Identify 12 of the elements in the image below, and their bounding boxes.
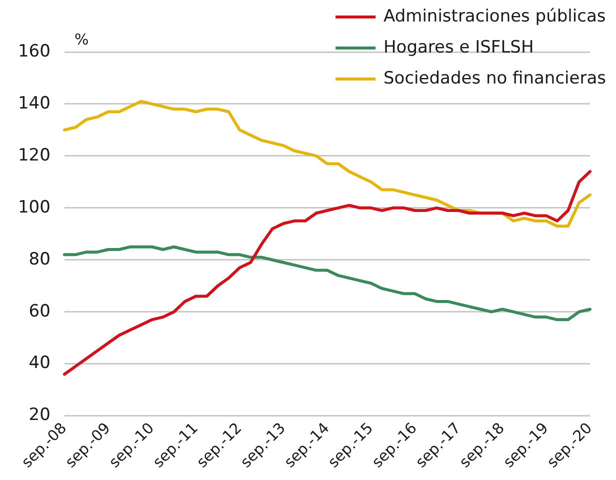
y-tick-label: 80 — [28, 249, 50, 270]
y-tick-label: 40 — [28, 353, 50, 374]
y-tick-label: 60 — [28, 301, 50, 322]
y-tick-label: 160 — [18, 41, 50, 62]
legend-label: Hogares e ISFLSH — [384, 37, 534, 58]
y-tick-label: 120 — [18, 145, 50, 166]
legend-label: Sociedades no financieras — [384, 68, 606, 88]
y-tick-label: 20 — [28, 405, 50, 426]
y-axis-title: % — [74, 30, 89, 48]
legend-label: Administraciones públicas — [384, 6, 606, 26]
y-tick-label: 140 — [18, 93, 50, 114]
y-tick-label: 100 — [18, 197, 50, 218]
